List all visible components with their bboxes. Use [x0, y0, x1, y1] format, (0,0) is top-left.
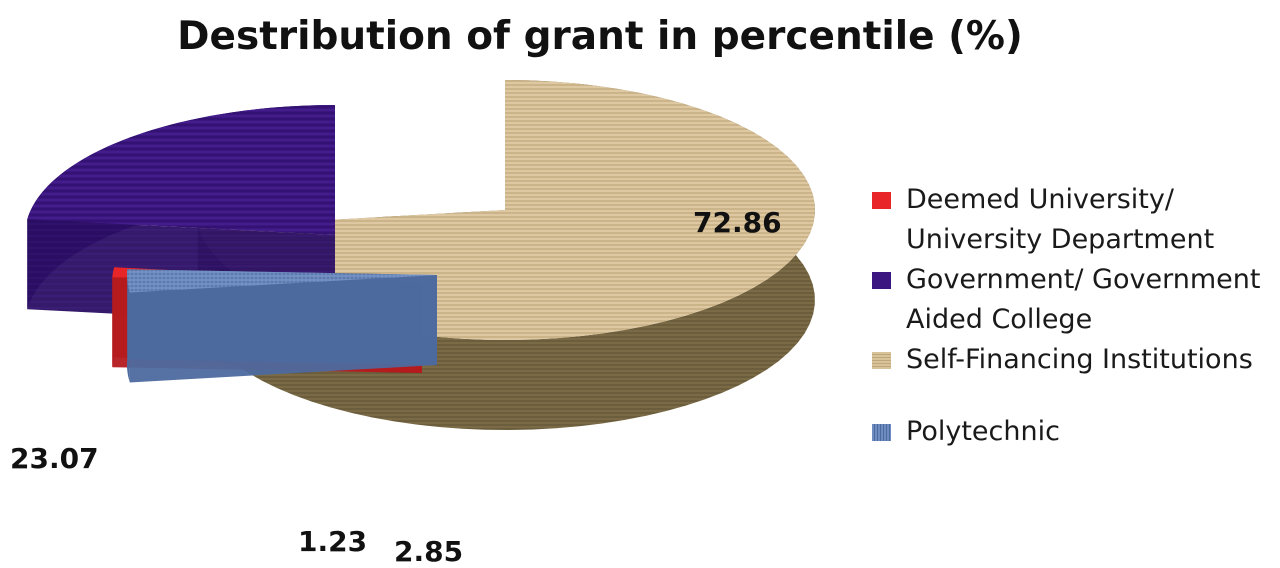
data-label-polytechnic: 2.85 [394, 535, 463, 568]
data-label-government-college: 23.07 [10, 442, 99, 475]
legend-label: Deemed University/ [906, 184, 1174, 215]
data-label-self-financing: 72.86 [693, 206, 782, 239]
legend-item-government-college: Government/ Government Aided College [872, 260, 1272, 340]
legend-label: Polytechnic [906, 416, 1060, 447]
chart-legend: Deemed University/University Department G… [872, 180, 1272, 452]
legend-swatch [872, 352, 891, 369]
legend-label-continued: University Department [906, 224, 1215, 255]
legend-swatch [872, 424, 891, 441]
legend-item-polytechnic: Polytechnic [872, 412, 1272, 452]
legend-label: Self-Financing Institutions [906, 344, 1253, 375]
chart-title: Destribution of grant in percentile (%) [177, 14, 1023, 59]
legend-label-continued: Aided College [906, 304, 1093, 335]
data-label-deemed-university: 1.23 [298, 525, 367, 558]
slice-polytechnic [127, 269, 437, 383]
legend-swatch [872, 192, 891, 209]
legend-swatch [872, 272, 891, 289]
legend-item-self-financing: Self-Financing Institutions [872, 340, 1272, 380]
legend-label: Government/ Government [906, 264, 1261, 295]
legend-item-deemed-university: Deemed University/University Department [872, 180, 1272, 260]
